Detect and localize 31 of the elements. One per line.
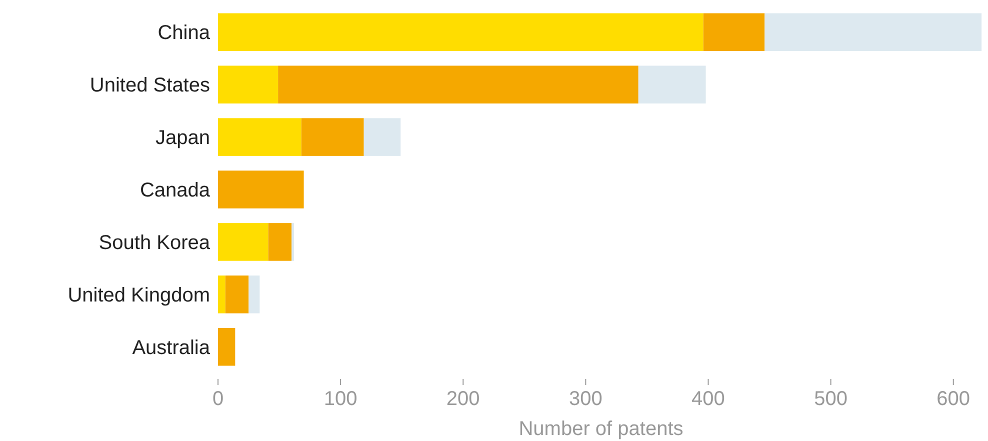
x-tick-label: 100 <box>324 388 358 410</box>
y-tick-label: United Kingdom <box>68 284 210 306</box>
bar <box>268 223 292 261</box>
bar <box>764 13 982 52</box>
bar <box>248 276 260 314</box>
bar <box>218 276 226 314</box>
x-tick-label: 400 <box>692 388 725 410</box>
bar <box>225 276 249 314</box>
bar <box>301 118 364 156</box>
y-tick-label: Japan <box>156 127 210 150</box>
bar <box>218 328 236 366</box>
x-tick-label: 300 <box>568 388 602 410</box>
bar <box>218 66 278 104</box>
y-tick-label: China <box>158 22 211 44</box>
x-axis-title: Number of patents <box>518 418 684 440</box>
y-tick-label: Canada <box>140 180 211 202</box>
y-tick-label: South Korea <box>98 232 211 254</box>
bar <box>278 66 638 104</box>
bar <box>364 118 401 156</box>
bar <box>218 223 268 261</box>
y-tick-label: United States <box>90 74 210 97</box>
x-tick-label: 600 <box>936 388 970 410</box>
x-tick-label: 500 <box>814 388 848 410</box>
bar <box>218 170 304 208</box>
bar <box>638 66 706 104</box>
bar <box>218 118 302 156</box>
y-tick-label: Australia <box>132 336 211 359</box>
x-tick-label: 200 <box>446 388 480 410</box>
bar <box>218 13 704 52</box>
x-tick-label: 0 <box>212 388 224 410</box>
bar <box>703 13 765 52</box>
